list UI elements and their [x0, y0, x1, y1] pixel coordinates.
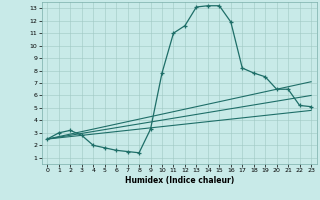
X-axis label: Humidex (Indice chaleur): Humidex (Indice chaleur) [124, 176, 234, 185]
